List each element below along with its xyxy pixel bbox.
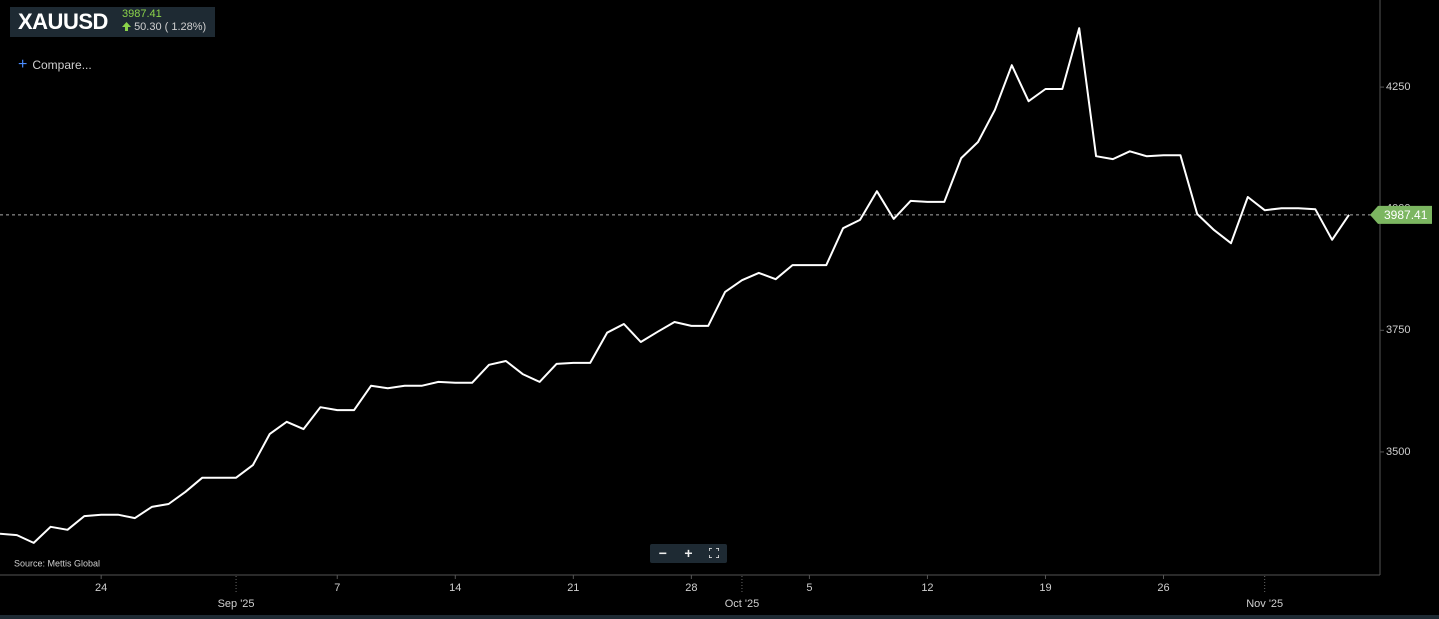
- y-tick-label: 4250: [1386, 81, 1410, 93]
- zoom-controls: − +: [650, 544, 727, 563]
- x-tick-label: 12: [921, 582, 933, 594]
- y-tick-label: 3750: [1386, 324, 1410, 336]
- x-tick-label: 26: [1157, 582, 1169, 594]
- change-text: 50.30 ( 1.28%): [134, 21, 207, 33]
- fullscreen-icon: [708, 547, 720, 559]
- symbol: XAUUSD: [18, 9, 108, 34]
- x-tick-label: 14: [449, 582, 461, 594]
- zoom-out[interactable]: −: [658, 545, 667, 561]
- last-price-tag: [1370, 205, 1432, 224]
- bottom-bar: [0, 615, 1439, 619]
- symbol-box: XAUUSD 3987.41 50.30 ( 1.28%): [10, 7, 215, 37]
- last-price: 3987.41: [122, 8, 162, 20]
- x-tick-label: 21: [567, 582, 579, 594]
- compare-button[interactable]: + Compare...: [18, 56, 92, 73]
- source: Source: Mettis Global: [14, 558, 100, 568]
- y-tick-label: 3500: [1386, 446, 1410, 458]
- x-tick-label: Sep '25: [218, 598, 255, 610]
- zoom-in[interactable]: +: [684, 545, 693, 561]
- x-tick-label: 28: [685, 582, 697, 594]
- change: 50.30 ( 1.28%): [122, 21, 206, 33]
- last-price-tag-label: 3987.41: [1384, 208, 1428, 222]
- x-tick-label: 24: [95, 582, 107, 594]
- x-tick-label: Oct '25: [725, 598, 760, 610]
- x-tick-label: 5: [806, 582, 812, 594]
- compare-text: Compare...: [32, 58, 92, 72]
- up-arrow: [122, 22, 131, 31]
- x-tick-label: Nov '25: [1246, 598, 1283, 610]
- x-tick-label: 19: [1039, 582, 1051, 594]
- fullscreen[interactable]: [701, 544, 727, 563]
- x-tick-label: 7: [334, 582, 340, 594]
- price-line: [0, 27, 1350, 544]
